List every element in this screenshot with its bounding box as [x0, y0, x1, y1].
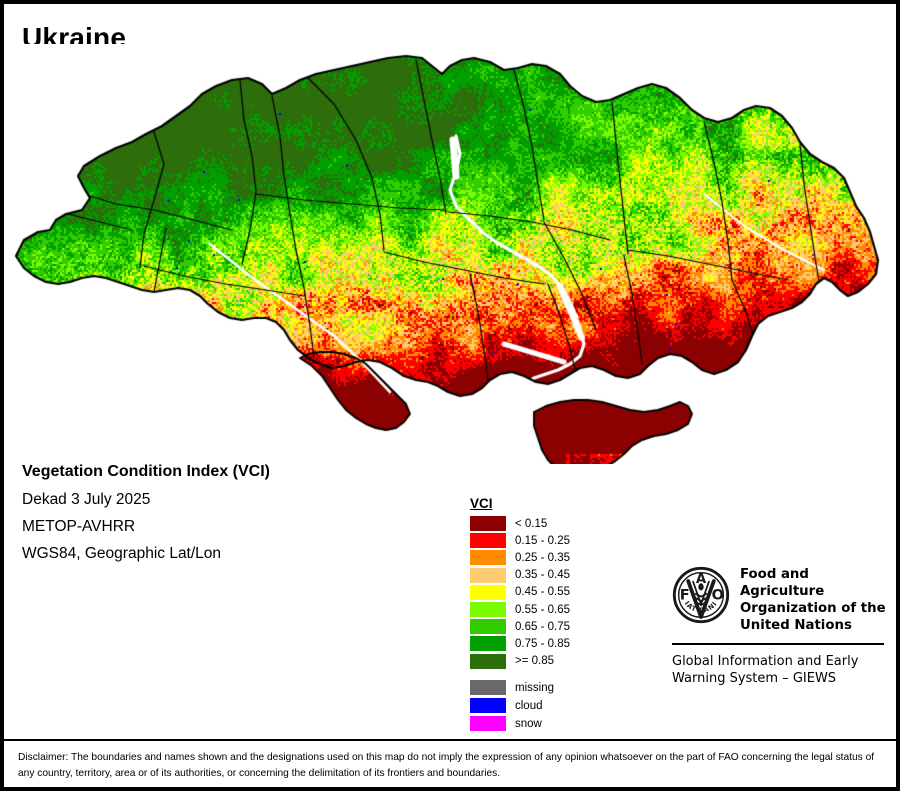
map-area	[4, 44, 896, 464]
legend-label: 0.35 - 0.45	[515, 569, 570, 582]
map-info-block: Vegetation Condition Index (VCI) Dekad 3…	[22, 463, 442, 574]
legend-swatch	[470, 550, 506, 566]
legend-class-list: < 0.15 0.15 - 0.25 0.25 - 0.35 0.35 - 0.45 0…	[470, 515, 660, 670]
legend-label: 0.15 - 0.25	[515, 534, 570, 547]
legend-label: 0.25 - 0.35	[515, 551, 570, 564]
fao-name-line-3: United Nations	[740, 618, 852, 634]
giews-line-2: Warning System – GIEWS	[672, 671, 837, 687]
info-period: Dekad 3 July 2025	[22, 490, 151, 508]
legend-spacer	[470, 670, 660, 679]
page-inner: Ukraine Vegetation Condition Index (VCI)…	[4, 4, 896, 787]
info-sensor: METOP-AVHRR	[22, 518, 136, 536]
giews-label: Global Information and Early Warning Sys…	[672, 653, 887, 687]
vci-raster-map	[4, 44, 896, 464]
legend-row: 0.55 - 0.65	[470, 601, 660, 618]
legend-swatch	[470, 602, 506, 618]
legend-row: 0.45 - 0.55	[470, 584, 660, 601]
legend-label: missing	[515, 681, 554, 694]
disclaimer-text: Disclaimer: The boundaries and names sho…	[18, 752, 875, 779]
legend-row: missing	[470, 679, 660, 697]
legend-row: 0.35 - 0.45	[470, 567, 660, 584]
svg-text:F: F	[680, 588, 690, 604]
fao-divider	[672, 643, 884, 646]
info-projection: WGS84, Geographic Lat/Lon	[22, 545, 222, 563]
legend-row: cloud	[470, 697, 660, 715]
legend-swatch	[470, 653, 506, 669]
legend-swatch	[470, 680, 506, 696]
legend-label: 0.75 - 0.85	[515, 637, 570, 650]
fao-branding-block: F A O FIAT PANIS Food and Agriculture Or…	[669, 560, 887, 687]
svg-text:A: A	[696, 572, 707, 587]
legend-swatch	[470, 584, 506, 600]
legend-label: < 0.15	[515, 517, 548, 530]
legend-swatch	[470, 533, 506, 549]
legend-label: >= 0.85	[515, 655, 555, 668]
legend-label: 0.65 - 0.75	[515, 620, 570, 633]
fao-emblem-icon: F A O FIAT PANIS	[669, 560, 730, 624]
legend-title: VCI	[470, 496, 493, 511]
legend-row: 0.75 - 0.85	[470, 635, 660, 652]
legend-status-list: missing cloud snow	[470, 679, 660, 733]
giews-line-1: Global Information and Early	[672, 654, 859, 670]
legend-label: 0.55 - 0.65	[515, 603, 570, 616]
fao-logo-row: F A O FIAT PANIS Food and Agriculture Or…	[669, 560, 887, 634]
legend-label: snow	[515, 717, 542, 730]
fao-name-line-2: Organization of the	[740, 601, 886, 617]
info-index-name: Vegetation Condition Index (VCI)	[22, 463, 270, 480]
legend-row: 0.25 - 0.35	[470, 549, 660, 566]
legend-swatch	[470, 636, 506, 652]
legend-row: 0.65 - 0.75	[470, 618, 660, 635]
map-legend: VCI < 0.15 0.15 - 0.25 0.25 - 0.35 0.35 - 0…	[470, 496, 660, 733]
legend-row: >= 0.85	[470, 653, 660, 670]
legend-swatch	[470, 619, 506, 635]
legend-row: snow	[470, 715, 660, 733]
legend-row: < 0.15	[470, 515, 660, 532]
legend-swatch	[470, 698, 506, 714]
legend-row: 0.15 - 0.25	[470, 532, 660, 549]
legend-swatch	[470, 716, 506, 732]
fao-name-line-1: Food and Agriculture	[740, 567, 825, 600]
legend-label: cloud	[515, 699, 543, 712]
svg-text:O: O	[712, 588, 724, 604]
fao-organization-name: Food and Agriculture Organization of the…	[740, 566, 887, 634]
legend-label: 0.45 - 0.55	[515, 586, 570, 599]
legend-swatch	[470, 567, 506, 583]
legend-swatch	[470, 516, 506, 532]
disclaimer-box: Disclaimer: The boundaries and names sho…	[4, 739, 896, 782]
